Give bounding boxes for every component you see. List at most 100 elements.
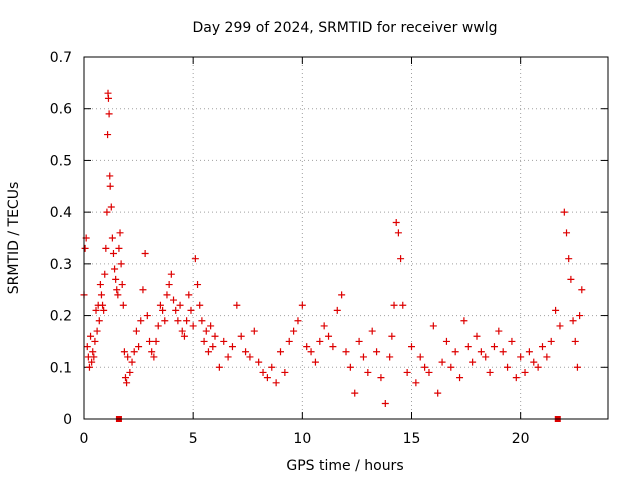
data-point: [438, 358, 446, 366]
data-point: [311, 358, 319, 366]
axis-ticks: 0 0.1 0.2 0.3 0.4 0.5 0.6 0.7 0 5 10 15 20: [50, 50, 608, 447]
data-point: [215, 363, 223, 371]
data-point: [525, 348, 533, 356]
data-point: [303, 343, 311, 351]
data-point: [137, 317, 145, 325]
data-point: [490, 343, 498, 351]
data-point: [103, 208, 111, 216]
data-point: [543, 353, 551, 361]
data-point: [167, 270, 175, 278]
data-point: [560, 208, 568, 216]
data-point: [394, 229, 402, 237]
data-point: [329, 343, 337, 351]
data-point: [130, 348, 138, 356]
y-tick-label: 0.5: [50, 153, 72, 169]
data-point: [246, 353, 254, 361]
x-tick-label: 10: [293, 431, 311, 447]
data-point: [135, 343, 143, 351]
data-point: [573, 363, 581, 371]
data-point: [96, 281, 104, 289]
data-point: [115, 244, 123, 252]
data-point: [451, 348, 459, 356]
data-point: [346, 363, 354, 371]
data-point: [198, 317, 206, 325]
x-tick-label: 15: [403, 431, 421, 447]
data-point: [185, 291, 193, 299]
data-point: [189, 322, 197, 330]
data-point: [412, 379, 420, 387]
data-point: [499, 348, 507, 356]
data-point: [333, 306, 341, 314]
data-point: [578, 286, 586, 294]
data-point: [425, 368, 433, 376]
data-point: [228, 343, 236, 351]
data-point: [399, 301, 407, 309]
data-point: [388, 332, 396, 340]
y-tick-label: 0.1: [50, 360, 72, 376]
data-point: [237, 332, 245, 340]
data-point: [95, 317, 103, 325]
data-point: [242, 348, 250, 356]
data-point: [156, 301, 164, 309]
data-point: [517, 353, 525, 361]
data-point: [447, 363, 455, 371]
data-point: [508, 337, 516, 345]
data-point: [113, 286, 121, 294]
data-point: [442, 337, 450, 345]
data-point: [178, 327, 186, 335]
data-point: [104, 94, 112, 102]
y-tick-label: 0.4: [50, 205, 72, 221]
y-axis-label: SRMTID / TECUs: [6, 182, 22, 295]
data-point: [504, 363, 512, 371]
data-point: [105, 110, 113, 118]
data-point: [364, 368, 372, 376]
data-point: [139, 286, 147, 294]
data-point: [90, 353, 98, 361]
data-point: [392, 218, 400, 226]
data-point: [143, 312, 151, 320]
data-point: [456, 374, 464, 382]
data-point: [106, 182, 114, 190]
y-tick-label: 0.3: [50, 257, 72, 273]
data-point: [121, 374, 129, 382]
data-point: [196, 301, 204, 309]
data-point: [209, 343, 217, 351]
data-point: [128, 358, 136, 366]
data-point: [294, 317, 302, 325]
data-point: [117, 260, 125, 268]
data-point: [211, 332, 219, 340]
data-point: [120, 348, 128, 356]
x-tick-label: 20: [512, 431, 530, 447]
data-point: [102, 244, 110, 252]
data-point: [359, 353, 367, 361]
data-point: [106, 172, 114, 180]
data-point: [307, 348, 315, 356]
data-point: [482, 353, 490, 361]
data-point: [512, 374, 520, 382]
data-point: [464, 343, 472, 351]
x-axis-label: GPS time / hours: [286, 458, 403, 474]
data-point: [486, 368, 494, 376]
data-point: [194, 281, 202, 289]
data-point: [316, 337, 324, 345]
data-point: [381, 399, 389, 407]
data-point: [132, 327, 140, 335]
data-point: [183, 317, 191, 325]
data-point: [460, 317, 468, 325]
data-point: [469, 358, 477, 366]
data-point: [152, 337, 160, 345]
plot-frame: [83, 56, 609, 420]
data-point: [320, 322, 328, 330]
data-point: [298, 301, 306, 309]
data-point: [112, 275, 120, 283]
data-point: [495, 327, 503, 335]
data-point: [342, 348, 350, 356]
data-point: [434, 389, 442, 397]
data-point: [547, 337, 555, 345]
data-point: [114, 291, 122, 299]
data-point: [285, 337, 293, 345]
data-point: [123, 379, 131, 387]
data-point: [351, 389, 359, 397]
data-point: [101, 270, 109, 278]
